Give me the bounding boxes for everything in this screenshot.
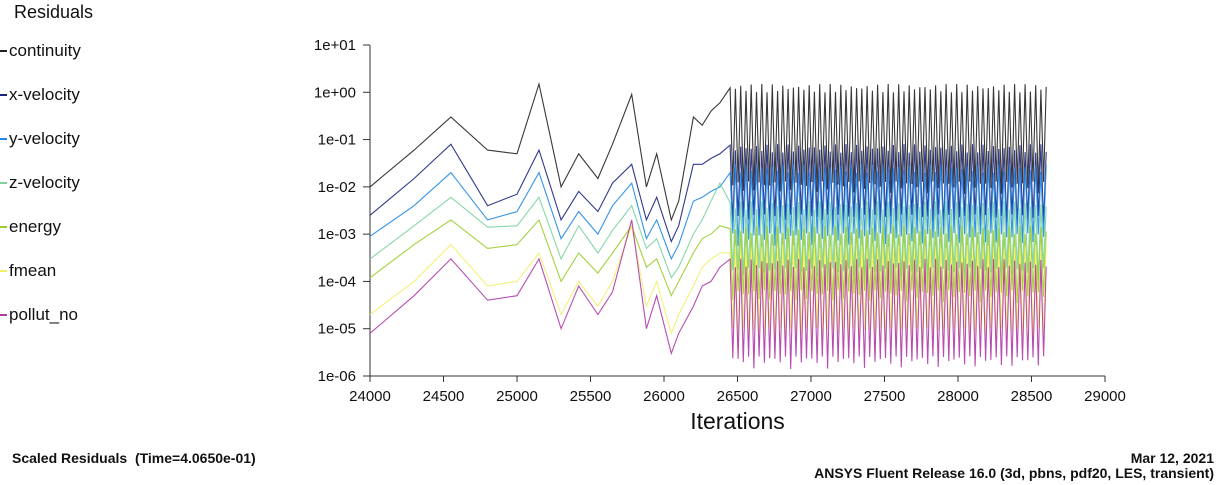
x-tick-label-4: 26000 [643,388,685,405]
series-line-y-velocity [369,164,1047,261]
legend-swatch [0,50,7,52]
legend-item-fmean: fmean [0,260,56,282]
x-tick-label-6: 27000 [790,388,832,405]
y-tick-label-4: 1e-03 [318,226,356,243]
legend-label: x-velocity [9,85,80,104]
y-tick-label-2: 1e-01 [318,132,356,149]
legend-label: continuity [9,41,81,60]
date-label: Mar 12, 2021 [1130,450,1214,466]
y-tick-label-0: 1e+01 [314,37,356,54]
legend-title: Residuals [14,2,94,22]
legend-label: y-velocity [9,129,80,148]
residuals-plot: 1e+01 1e+00 1e-01 1e-02 1e-03 1e-04 1e-05 1e-06… [314,37,1126,434]
series-line-energy [369,218,1047,304]
legend-item-continuity: continuity [0,40,81,62]
y-tick-label-6: 1e-05 [318,321,356,338]
legend-swatch [0,182,7,184]
legend-item-pollut_no: pollut_no [0,304,78,326]
legend-swatch [0,270,7,272]
x-tick-label-5: 26500 [717,388,759,405]
legend-swatch [0,138,7,140]
legend-item-z-velocity: z-velocity [0,172,80,194]
release-label: ANSYS Fluent Release 16.0 (3d, pbns, pdf… [814,465,1214,481]
x-axis-title: Iterations [690,408,785,434]
legend-label: z-velocity [9,173,80,192]
series-line-pollut_no [369,219,1047,370]
legend-swatch [0,314,7,316]
y-tick-label-1: 1e+00 [314,84,356,101]
x-tick-label-9: 28500 [1011,388,1053,405]
x-tick-label-0: 24000 [349,388,391,405]
x-tick-label-8: 28000 [937,388,979,405]
y-tick-label-5: 1e-04 [318,273,356,290]
y-tick-label-3: 1e-02 [318,179,356,196]
x-tick-label-10: 29000 [1084,388,1126,405]
series-line-continuity [369,81,1047,222]
legend-label: energy [9,217,61,236]
legend-item-x-velocity: x-velocity [0,84,80,106]
y-tick-label-7: 1e-06 [318,368,356,385]
x-tick-label-1: 24500 [423,388,465,405]
x-tick-label-2: 25000 [496,388,538,405]
legend-label: pollut_no [9,305,79,324]
legend-label: fmean [9,261,57,280]
legend-swatch [0,94,7,96]
scaled-residuals-caption: Scaled Residuals (Time=4.0650e-01) [12,450,256,466]
legend-item-energy: energy [0,216,61,238]
series-line-z-velocity [369,181,1047,280]
x-tick-label-3: 25500 [570,388,612,405]
legend-swatch [0,226,7,228]
legend-item-y-velocity: y-velocity [0,128,80,150]
x-tick-label-7: 27500 [864,388,906,405]
series-line-x-velocity [369,143,1047,243]
